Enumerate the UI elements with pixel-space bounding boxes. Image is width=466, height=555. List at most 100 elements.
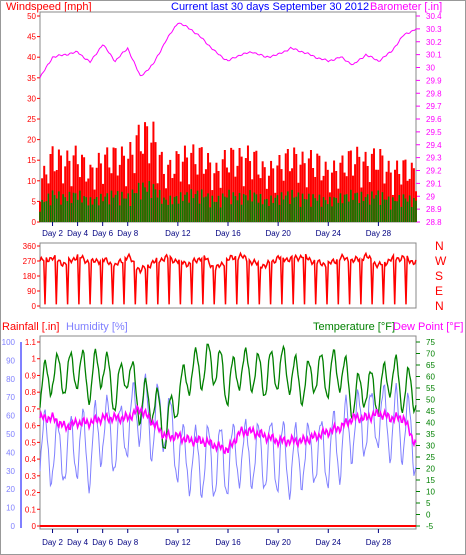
- direction-tick-label: 90: [27, 287, 36, 296]
- temperature-tick-label: 75: [426, 338, 435, 347]
- humidity-axis-title: Humidity [%]: [66, 321, 128, 333]
- humidity-tick-label: 10: [6, 504, 15, 513]
- temperature-tick-label: 15: [426, 476, 435, 485]
- direction-tick-label: 270: [23, 257, 37, 266]
- day-tick-label: Day 12: [165, 229, 191, 238]
- wind-direction-line: [39, 251, 417, 305]
- barometer-axis-title: Barometer [.in]: [370, 1, 442, 13]
- barometer-tick-label: 30.3: [426, 25, 442, 34]
- barometer-tick-label: 29.9: [426, 76, 442, 85]
- compass-label: S: [435, 269, 443, 283]
- rainfall-tick-label: 0.3: [25, 472, 37, 481]
- direction-series: [39, 251, 417, 305]
- windspeed-tick-label: 25: [27, 115, 36, 124]
- barometer-ticks: 28.8 28.9 29 29.1 29.2 29.3 29.4 29.5 29.6 29.7 29…: [416, 12, 442, 227]
- compass-label: E: [435, 284, 443, 298]
- wind-series: [39, 22, 417, 222]
- temperature-tick-label: 60: [426, 373, 435, 382]
- temperature-tick-label: 10: [426, 488, 435, 497]
- barometer-tick-label: 29: [426, 192, 435, 201]
- barometer-tick-label: 29.1: [426, 179, 442, 188]
- rainfall-axis-title: Rainfall [.in]: [2, 321, 59, 333]
- windspeed-tick-label: 50: [27, 12, 36, 21]
- compass-label: N: [435, 239, 444, 253]
- humidity-line: [39, 373, 417, 500]
- rainfall-tick-label: 0: [32, 522, 37, 531]
- temperature-tick-label: 0: [426, 511, 431, 520]
- windspeed-ticks: 0 5 10 15 20 25 30 35 40 45 50: [27, 12, 40, 227]
- temperature-tick-label: -5: [426, 522, 434, 531]
- barometer-tick-label: 29.4: [426, 141, 442, 150]
- wind-day-ticks: Day 2 Day 4 Day 6 Day 8 Day 12 Day 16 Day 20 Da…: [42, 222, 392, 238]
- humidity-tick-label: 50: [6, 430, 15, 439]
- windspeed-tick-label: 10: [27, 177, 36, 186]
- barometer-tick-label: 29.2: [426, 167, 442, 176]
- windspeed-tick-label: 35: [27, 74, 36, 83]
- windspeed-tick-label: 0: [32, 218, 37, 227]
- day-tick-label: Day 24: [316, 229, 342, 238]
- temperature-axis-title: Temperature [°F]: [313, 321, 395, 333]
- chart-title: Current last 30 days September 30 2012: [171, 1, 369, 13]
- day-tick-label: Day 16: [215, 538, 241, 547]
- humidity-tick-label: 20: [6, 485, 15, 494]
- direction-tick-label: 360: [23, 242, 37, 251]
- direction-tick-label: 0: [32, 302, 37, 311]
- day-tick-label: Day 28: [366, 229, 392, 238]
- windspeed-tick-label: 15: [27, 156, 36, 165]
- rainfall-ticks: 0 0.1 0.2 0.3 0.4 0.5 0.6 0.7 0.8 0.9 1 1.1: [25, 338, 40, 531]
- humidity-tick-label: 40: [6, 448, 15, 457]
- humidity-ticks: 0 10 20 30 40 50 60 70 80 90 100: [2, 338, 16, 531]
- day-tick-label: Day 6: [92, 229, 113, 238]
- humidity-tick-label: 60: [6, 412, 15, 421]
- day-tick-label: Day 20: [265, 538, 291, 547]
- windspeed-axis-title: Windspeed [mph]: [6, 1, 92, 13]
- temperature-tick-label: 20: [426, 465, 435, 474]
- rainfall-tick-label: 1.1: [25, 338, 37, 347]
- barometer-tick-label: 29.7: [426, 102, 442, 111]
- direction-tick-label: 180: [23, 272, 37, 281]
- day-tick-label: Day 8: [117, 538, 138, 547]
- dewpoint-line: [39, 404, 417, 455]
- barometer-tick-label: 29.5: [426, 128, 442, 137]
- rainfall-tick-label: 0.9: [25, 371, 37, 380]
- barometer-tick-label: 30.1: [426, 51, 442, 60]
- humidity-tick-label: 0: [11, 522, 16, 531]
- climate-series: [39, 343, 417, 527]
- compass-label: W: [435, 254, 447, 268]
- temperature-tick-label: 45: [426, 407, 435, 416]
- temperature-tick-label: 5: [426, 499, 431, 508]
- rainfall-tick-label: 0.7: [25, 405, 37, 414]
- day-tick-label: Day 24: [316, 538, 342, 547]
- temperature-tick-label: 55: [426, 384, 435, 393]
- climate-day-ticks: Day 2 Day 4 Day 6 Day 8 Day 12 Day 16 Day 20 Da…: [42, 529, 392, 547]
- windspeed-tick-label: 45: [27, 33, 36, 42]
- barometer-tick-label: 29.6: [426, 115, 442, 124]
- wind-barometer-chart: Windspeed [mph] Current last 30 days Sep…: [6, 1, 442, 238]
- rainfall-tick-label: 0.4: [25, 455, 37, 464]
- day-tick-label: Day 4: [67, 229, 88, 238]
- rainfall-tick-label: 0.2: [25, 489, 37, 498]
- barometer-line: [39, 22, 417, 79]
- temperature-tick-label: 35: [426, 430, 435, 439]
- temperature-tick-label: 65: [426, 361, 435, 370]
- day-tick-label: Day 2: [42, 538, 63, 547]
- humidity-tick-label: 30: [6, 467, 15, 476]
- barometer-tick-label: 30.2: [426, 38, 442, 47]
- temperature-ticks: -5 0 5 10 15 20 25 30 35 40 45 50 55 60 65 70 75: [416, 338, 435, 531]
- day-tick-label: Day 2: [42, 229, 63, 238]
- temperature-tick-label: 40: [426, 419, 435, 428]
- rainfall-tick-label: 0.5: [25, 438, 37, 447]
- barometer-tick-label: 30: [426, 64, 435, 73]
- day-tick-label: Day 6: [92, 538, 113, 547]
- temperature-tick-label: 50: [426, 396, 435, 405]
- day-tick-label: Day 4: [67, 538, 88, 547]
- humidity-tick-label: 70: [6, 393, 15, 402]
- day-tick-label: Day 28: [366, 538, 392, 547]
- windspeed-tick-label: 5: [32, 197, 37, 206]
- barometer-tick-label: 29.8: [426, 89, 442, 98]
- day-tick-label: Day 12: [165, 538, 191, 547]
- temperature-tick-label: 25: [426, 453, 435, 462]
